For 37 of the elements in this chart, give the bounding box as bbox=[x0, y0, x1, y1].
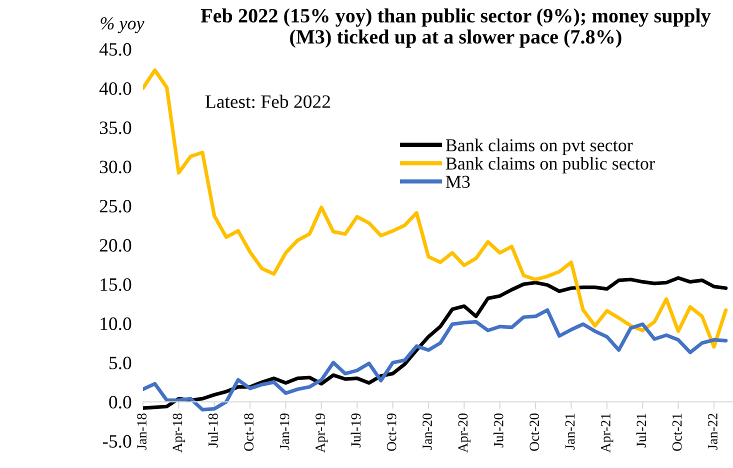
line-series bbox=[143, 276, 728, 410]
x-tick-label: Oct-20 bbox=[530, 413, 540, 451]
x-tick-label: Oct-21 bbox=[672, 414, 682, 451]
y-tick-label: 10.0 bbox=[100, 317, 132, 330]
y-tick-label: 45.0 bbox=[99, 43, 132, 56]
x-tick-label: Apr-18 bbox=[172, 413, 185, 453]
y-tick-label: 40.0 bbox=[99, 82, 132, 95]
x-tick-label: Jul-19 bbox=[350, 413, 361, 448]
y-tick-label: 0.0 bbox=[109, 396, 132, 409]
legend-label: M3 bbox=[446, 176, 470, 188]
x-tick-label: Jan-19 bbox=[280, 413, 290, 450]
legend-label: Bank claims on public sector bbox=[446, 156, 655, 174]
y-axis-title: % yoy bbox=[100, 17, 144, 34]
y-tick-label: 25.0 bbox=[100, 200, 132, 213]
x-tick-label: Oct-19 bbox=[386, 413, 396, 451]
line-series bbox=[143, 308, 728, 412]
y-tick-label: 15.0 bbox=[100, 278, 132, 291]
legend-label: Bank claims on pvt sector bbox=[446, 138, 633, 156]
x-tick-label: Jul-21 bbox=[636, 414, 646, 448]
y-tick-label: 20.0 bbox=[100, 239, 132, 252]
x-tick-label: Jan-22 bbox=[708, 414, 718, 450]
x-tick-label: Jan-20 bbox=[422, 413, 432, 450]
y-tick-label: 5.0 bbox=[110, 356, 132, 370]
x-tick-label: Jul-20 bbox=[494, 413, 504, 448]
annotation: Latest: Feb 2022 bbox=[205, 94, 330, 108]
x-tick-label: Jan-18 bbox=[137, 413, 146, 450]
y-tick-label: 30.0 bbox=[100, 160, 132, 174]
y-tick-label: 35.0 bbox=[100, 121, 132, 134]
x-tick-label: Jul-18 bbox=[208, 413, 218, 448]
x-tick-label: Jan-21 bbox=[565, 414, 575, 450]
x-tick-label: Oct-18 bbox=[244, 413, 254, 451]
y-tick-label: -5.0 bbox=[102, 435, 132, 448]
chart-title: Feb 2022 (15% yoy) than public sector (9%); money supply (M3) ticked up at a slower pace (7.8%) bbox=[200, 8, 711, 48]
x-tick-label: Apr-21 bbox=[601, 414, 614, 453]
x-tick-label: Apr-19 bbox=[316, 413, 328, 453]
x-tick-label: Apr-20 bbox=[458, 413, 470, 453]
line-series bbox=[143, 68, 728, 349]
